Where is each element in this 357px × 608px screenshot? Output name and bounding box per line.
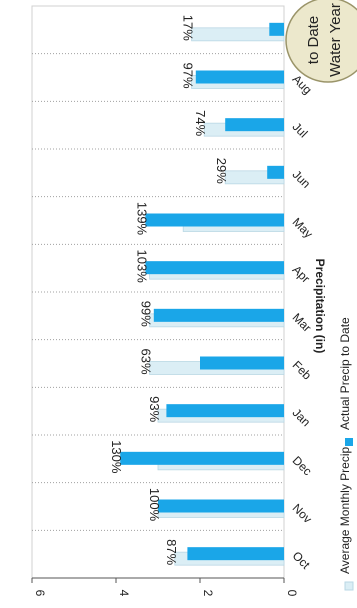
bar-actual-aug bbox=[195, 70, 284, 84]
legend-swatch-actual bbox=[345, 438, 353, 446]
legend-label-average: Average Monthly Precip bbox=[338, 446, 352, 574]
data-label: 87% bbox=[164, 539, 179, 565]
bar-actual-apr bbox=[145, 261, 284, 275]
category-label-jul: Jul bbox=[290, 120, 311, 141]
category-label-apr: Apr bbox=[290, 263, 313, 286]
bar-actual-jul bbox=[225, 118, 284, 132]
data-label: 100% bbox=[147, 488, 162, 522]
bar-actual-feb bbox=[200, 356, 284, 370]
category-label-may: May bbox=[290, 215, 316, 241]
data-label: 130% bbox=[109, 440, 124, 474]
badge-text-line: to Date bbox=[305, 16, 322, 64]
water-year-badge bbox=[285, 0, 357, 83]
data-label: 99% bbox=[139, 301, 154, 327]
bar-actual-jun bbox=[267, 165, 284, 179]
data-label: 17% bbox=[181, 15, 196, 41]
category-label-jan: Jan bbox=[290, 406, 314, 430]
bar-actual-oct bbox=[187, 547, 284, 561]
data-label: 139% bbox=[134, 202, 149, 236]
category-label-dec: Dec bbox=[290, 453, 315, 478]
data-label: 74% bbox=[193, 110, 208, 136]
value-tick-label: 2 bbox=[201, 590, 215, 597]
legend-label-actual: Actual Precip to Date bbox=[338, 317, 352, 430]
bar-actual-mar bbox=[153, 308, 284, 322]
badge-text-line: Water Year bbox=[327, 3, 344, 77]
category-label-feb: Feb bbox=[290, 358, 315, 383]
bar-actual-jan bbox=[166, 404, 284, 418]
value-axis-title: Precipitation (in) bbox=[313, 259, 327, 354]
data-label: 29% bbox=[214, 158, 229, 184]
category-label-oct: Oct bbox=[290, 549, 314, 573]
bar-actual-dec bbox=[120, 451, 284, 465]
bar-actual-may bbox=[145, 213, 284, 227]
category-label-mar: Mar bbox=[290, 310, 315, 335]
bar-actual-sep bbox=[269, 22, 284, 36]
category-label-nov: Nov bbox=[290, 501, 315, 526]
value-tick-label: 0 bbox=[285, 590, 299, 597]
bar-actual-nov bbox=[158, 499, 284, 513]
value-tick-label: 6 bbox=[33, 590, 47, 597]
data-label: 93% bbox=[147, 396, 162, 422]
category-label-jun: Jun bbox=[290, 167, 314, 191]
plot-area: 0 2 4 6 Precipitation (in) 87% Oct 100% Nov 130% D… bbox=[31, 0, 357, 597]
data-label: 97% bbox=[181, 62, 196, 88]
data-label: 63% bbox=[139, 348, 154, 374]
legend-swatch-average bbox=[344, 581, 354, 591]
value-tick-label: 4 bbox=[117, 590, 131, 597]
data-label: 103% bbox=[134, 250, 149, 284]
